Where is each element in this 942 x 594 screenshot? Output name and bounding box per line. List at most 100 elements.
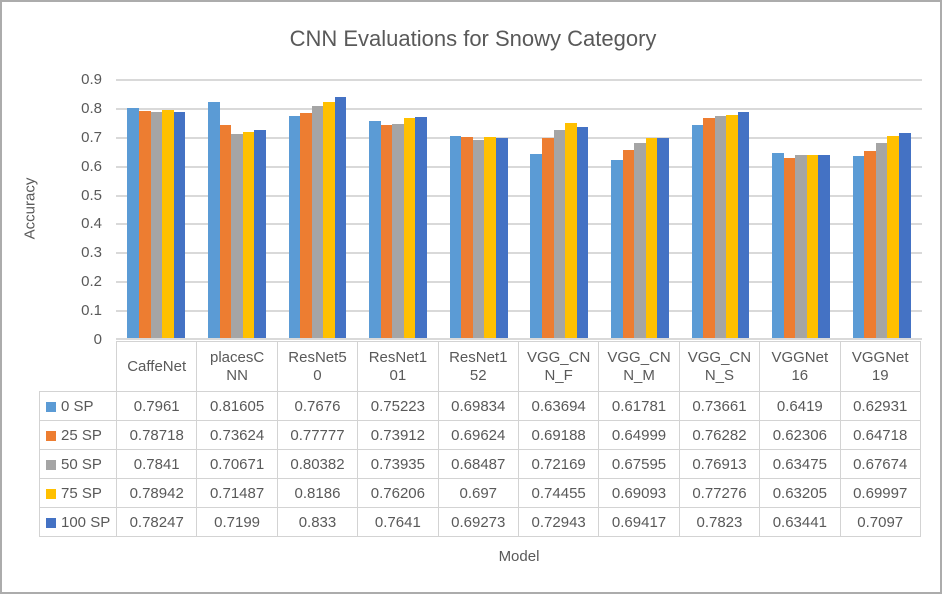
y-tick-label: 0.4 <box>81 215 102 233</box>
bar-25-SP-VGGNet19 <box>864 151 876 338</box>
bar-50-SP-VGG_CNN_F <box>553 129 566 338</box>
bar-100-SP-VGGNet19 <box>899 133 911 338</box>
bar-0-SP-placesCNN <box>207 102 220 338</box>
bar-25-SP-ResNet152 <box>461 136 473 338</box>
table-cell: 0.7641 <box>357 507 439 537</box>
legend-key-icon <box>46 430 56 441</box>
table-cell: 0.73624 <box>196 420 278 450</box>
bar-100-SP-VGGNet16 <box>818 154 831 338</box>
table-row-25-SP: 25 SP 0.78718 0.73624 0.77777 0.73912 0.69624… <box>39 420 921 450</box>
bar-25-SP-ResNet101 <box>380 124 393 338</box>
table-cell: 0.697 <box>437 478 519 508</box>
column-header-ResNet50: ResNet50 <box>276 341 359 392</box>
y-tick-label: 0.6 <box>81 157 102 175</box>
table-cell: 0.75223 <box>357 391 439 421</box>
bar-75-SP-VGG_CNN_M <box>645 138 658 338</box>
table-cell: 0.77777 <box>276 420 359 450</box>
bar-75-SP-ResNet50 <box>323 101 335 338</box>
y-tick-label: 0.3 <box>81 244 102 262</box>
bar-0-SP-ResNet50 <box>288 116 301 338</box>
bar-0-SP-CaffeNet <box>127 108 139 338</box>
table-cell: 0.63441 <box>759 507 841 537</box>
legend-key-icon <box>46 401 56 412</box>
table-cell: 0.61781 <box>598 391 680 421</box>
y-tick-label: 0.7 <box>81 128 102 146</box>
table-cell: 0.80382 <box>276 449 359 479</box>
bar-100-SP-ResNet101 <box>415 117 428 338</box>
bar-25-SP-VGGNet16 <box>783 158 796 338</box>
y-axis-ticks: 0.9 0.8 0.7 0.6 0.5 0.4 0.3 0.2 0.1 0 <box>58 2 108 352</box>
table-cell: 0.7823 <box>678 507 761 537</box>
y-tick-label: 0.1 <box>81 302 102 320</box>
y-tick-label: 0.9 <box>81 71 102 88</box>
bar-0-SP-VGGNet16 <box>772 152 784 338</box>
bar-75-SP-placesCNN <box>242 131 255 338</box>
gridline <box>116 165 922 168</box>
table-cell: 0.73912 <box>357 420 439 450</box>
table-cell: 0.71487 <box>196 478 278 508</box>
bar-75-SP-VGG_CNN_S <box>726 114 738 338</box>
bar-50-SP-CaffeNet <box>150 111 163 338</box>
column-header-VGG_CNN_F: VGG_CNN_F <box>517 341 600 392</box>
table-row-50-SP: 50 SP 0.7841 0.70671 0.80382 0.73935 0.68487 0… <box>39 449 921 479</box>
column-header-VGGNet16: VGGNet16 <box>759 341 841 392</box>
table-cell: 0.69834 <box>437 391 519 421</box>
table-row-75-SP: 75 SP 0.78942 0.71487 0.8186 0.76206 0.697 0.7… <box>39 478 921 508</box>
table-cell: 0.64718 <box>839 420 921 450</box>
bar-group-CaffeNet <box>116 80 197 338</box>
column-header-placesCNN: placesCNN <box>196 341 278 392</box>
table-cell: 0.73661 <box>678 391 761 421</box>
bar-0-SP-VGG_CNN_M <box>610 159 623 338</box>
table-cell: 0.81605 <box>196 391 278 421</box>
bar-group-VGGNet16 <box>761 80 842 338</box>
series-label: 75 SP <box>61 484 102 502</box>
bar-25-SP-CaffeNet <box>138 110 151 338</box>
table-cell: 0.73935 <box>357 449 439 479</box>
bar-25-SP-VGG_CNN_F <box>541 138 554 338</box>
bar-50-SP-VGG_CNN_S <box>714 115 727 338</box>
bar-group-VGG_CNN_S <box>680 80 761 338</box>
gridline <box>116 79 922 81</box>
legend-cell: 50 SP <box>39 449 117 479</box>
data-table: CaffeNet placesCNN ResNet50 ResNet101 ResNet… <box>39 341 921 537</box>
bar-group-VGG_CNN_M <box>600 80 681 338</box>
bar-75-SP-VGGNet19 <box>887 135 900 338</box>
bar-0-SP-ResNet152 <box>449 136 462 338</box>
table-cell: 0.64999 <box>598 420 680 450</box>
table-cell: 0.7199 <box>196 507 278 537</box>
bar-50-SP-ResNet152 <box>472 140 485 338</box>
table-header-row: CaffeNet placesCNN ResNet50 ResNet101 ResNet… <box>40 341 921 392</box>
column-header-ResNet152: ResNet152 <box>437 341 519 392</box>
gridline <box>116 107 922 110</box>
y-tick-label: 0.5 <box>81 186 102 204</box>
y-tick-label: 0.2 <box>81 273 102 291</box>
table-row-0-SP: 0 SP 0.7961 0.81605 0.7676 0.75223 0.69834 0.6… <box>39 391 921 421</box>
table-cell: 0.72943 <box>517 507 600 537</box>
table-cell: 0.67595 <box>598 449 680 479</box>
series-label: 0 SP <box>61 397 94 415</box>
bar-25-SP-VGG_CNN_S <box>703 117 715 338</box>
table-cell: 0.77276 <box>678 478 761 508</box>
y-tick-label: 0.8 <box>81 99 102 117</box>
table-cell: 0.833 <box>276 507 359 537</box>
table-cell: 0.78942 <box>115 478 198 508</box>
table-cell: 0.69624 <box>437 420 519 450</box>
table-cell: 0.76206 <box>357 478 439 508</box>
bar-50-SP-VGG_CNN_M <box>634 142 646 338</box>
legend-cell: 100 SP <box>39 507 117 537</box>
y-tick-label: 0 <box>93 331 102 348</box>
legend-cell: 0 SP <box>39 391 117 421</box>
bar-75-SP-VGG_CNN_F <box>565 122 577 338</box>
bar-0-SP-VGG_CNN_S <box>691 125 704 338</box>
bar-50-SP-VGGNet16 <box>795 154 807 338</box>
bar-50-SP-ResNet50 <box>311 105 324 338</box>
chart-title: CNN Evaluations for Snowy Category <box>289 26 657 51</box>
bar-100-SP-VGG_CNN_F <box>576 127 589 338</box>
bar-50-SP-VGGNet19 <box>875 142 888 338</box>
table-cell: 0.78247 <box>115 507 198 537</box>
y-axis-title: Accuracy <box>21 177 39 240</box>
bar-75-SP-ResNet101 <box>403 117 416 338</box>
gridline <box>116 136 922 139</box>
bar-group-placesCNN <box>197 80 278 338</box>
